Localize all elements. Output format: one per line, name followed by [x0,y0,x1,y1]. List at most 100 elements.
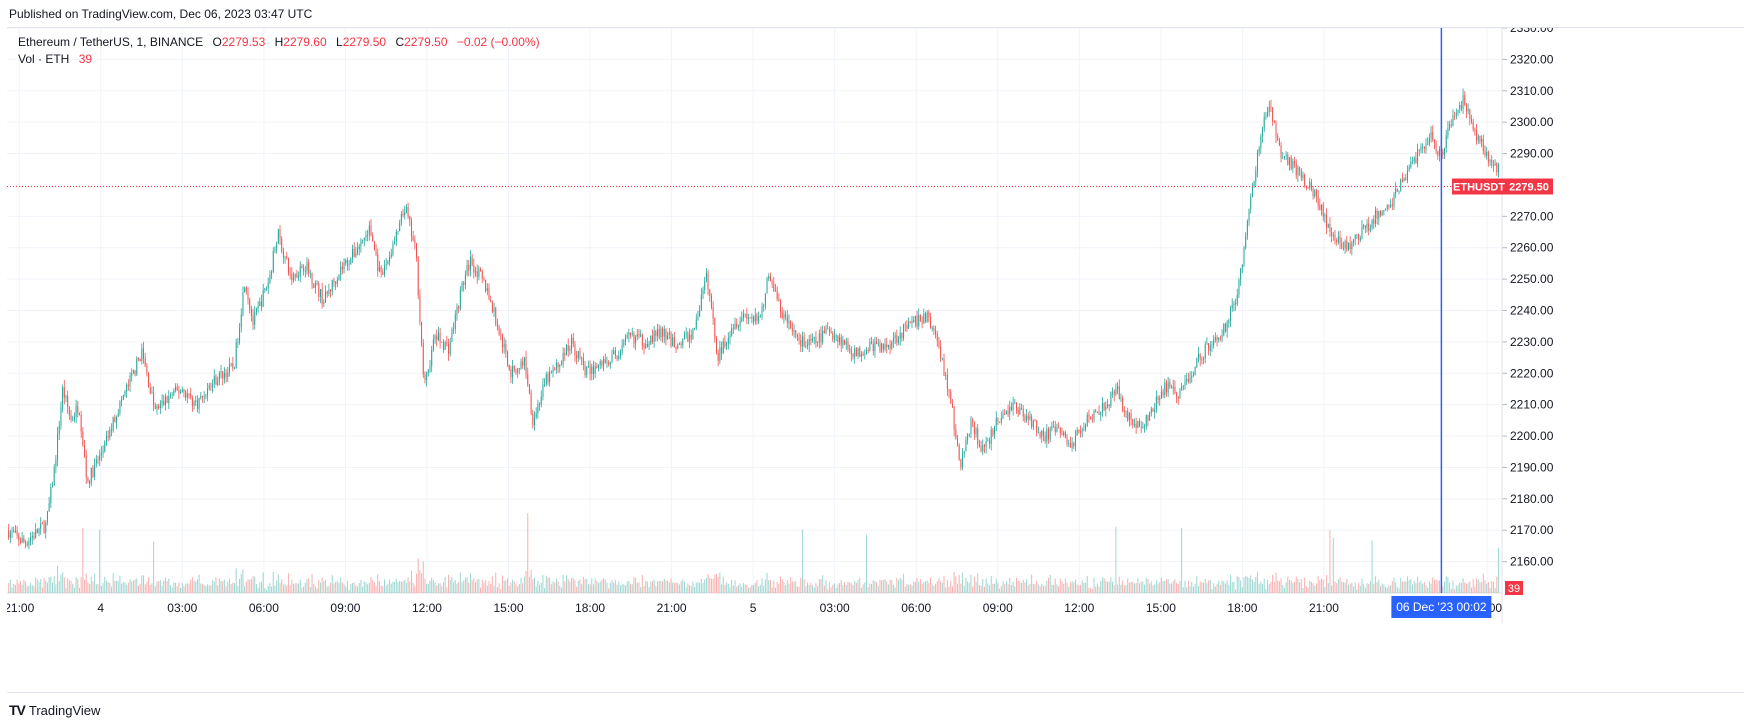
volume-bar [1385,587,1387,593]
volume-bar [672,582,674,593]
volume-bar [1438,580,1440,593]
candle-body [1206,343,1208,345]
volume-bar [1354,582,1356,593]
candle-body [699,310,701,317]
volume-bar [761,578,763,593]
candle-body [41,523,43,525]
legend-symbol[interactable]: Ethereum / TetherUS, 1, BINANCE [18,35,204,49]
candle-body [571,337,573,349]
volume-bar [1167,578,1169,593]
candle-body [501,334,503,348]
legend-volume-row[interactable]: Vol · ETH 39 [18,51,540,68]
candle-body [333,280,335,282]
volume-bar [1300,579,1302,593]
candle-body [1497,165,1499,173]
candle-body [685,333,687,335]
volume-bar [414,585,416,593]
candle-body [1383,209,1385,212]
candle-body [394,241,396,244]
volume-bar [431,577,433,593]
candle-body [416,243,418,257]
volume-bar [1044,585,1046,593]
volume-bar [1334,581,1336,593]
volume-bar [1351,582,1353,593]
candle-body [453,328,455,330]
volume-bar [1021,582,1023,593]
volume-bar [151,583,153,593]
candle-body [1088,415,1090,417]
legend-price-row[interactable]: Ethereum / TetherUS, 1, BINANCE O2279.53… [18,34,540,51]
volume-bar [943,575,945,593]
candle-body [1283,156,1285,158]
candle-body [294,273,296,278]
candle-body [284,256,286,258]
candle-body [481,271,483,279]
candle-body [422,343,424,375]
volume-bar [554,582,556,593]
candle-body [151,392,153,394]
volume-bar [316,588,318,593]
volume-bar [432,579,434,593]
candle-body [587,366,589,368]
volume-bar [815,582,817,593]
volume-bar [453,582,455,593]
candle-body [328,289,330,294]
candle-body [188,393,190,395]
volume-bar [898,580,900,593]
volume-bar [606,582,608,593]
volume-bar [830,587,832,593]
candle-body [771,281,773,284]
volume-bar [1140,581,1142,593]
candle-body [77,406,79,414]
candle-body [464,274,466,285]
candle-body [505,343,507,353]
candle-body [930,316,932,329]
price-chart[interactable]: 2160.002170.002180.002190.002200.002210.… [7,28,1744,692]
candle-body [9,532,11,539]
candle-body [1236,294,1238,305]
volume-bar [365,582,367,593]
volume-bar [1058,586,1060,593]
candle-body [107,436,109,438]
candle-body [478,268,480,278]
candle-body [1251,186,1253,198]
candle-body [943,358,945,376]
candle-body [1435,143,1437,152]
volume-bar [1413,580,1415,593]
volume-bar [298,583,300,593]
volume-bar [948,586,950,593]
candle-body [641,334,643,346]
volume-bar [1310,581,1312,593]
volume-bar [1364,587,1366,593]
candle-body [646,343,648,347]
candle-body [257,306,259,309]
candle-body [963,451,965,454]
volume-bar [1125,584,1127,593]
y-tick-label: 2230.00 [1510,335,1554,349]
candle-body [287,258,289,274]
volume-bar [1250,575,1252,593]
volume-bar [924,581,926,593]
candle-body [247,292,249,300]
volume-bar [1420,580,1422,593]
candle-body [291,273,293,281]
volume-bar [530,569,532,593]
candle-body [1388,205,1390,208]
volume-bar [286,585,288,593]
volume-bar [328,586,330,593]
volume-bar [1491,581,1493,593]
candle-body [116,416,118,423]
candle-body [845,341,847,345]
volume-bar [592,584,594,593]
x-tick-label: 15:00 [1146,601,1176,615]
chart-frame[interactable]: 2160.00 2170.00 2180.00 2190.00 2200.00 2210.… [7,27,1744,693]
candle-body [1312,189,1314,197]
volume-bar [678,584,680,593]
candle-body [387,261,389,265]
candle-body [542,384,544,397]
candle-body [1329,223,1331,233]
volume-bar [375,586,377,593]
candle-body [159,403,161,409]
volume-bar [33,586,35,593]
volume-bar [272,572,274,593]
